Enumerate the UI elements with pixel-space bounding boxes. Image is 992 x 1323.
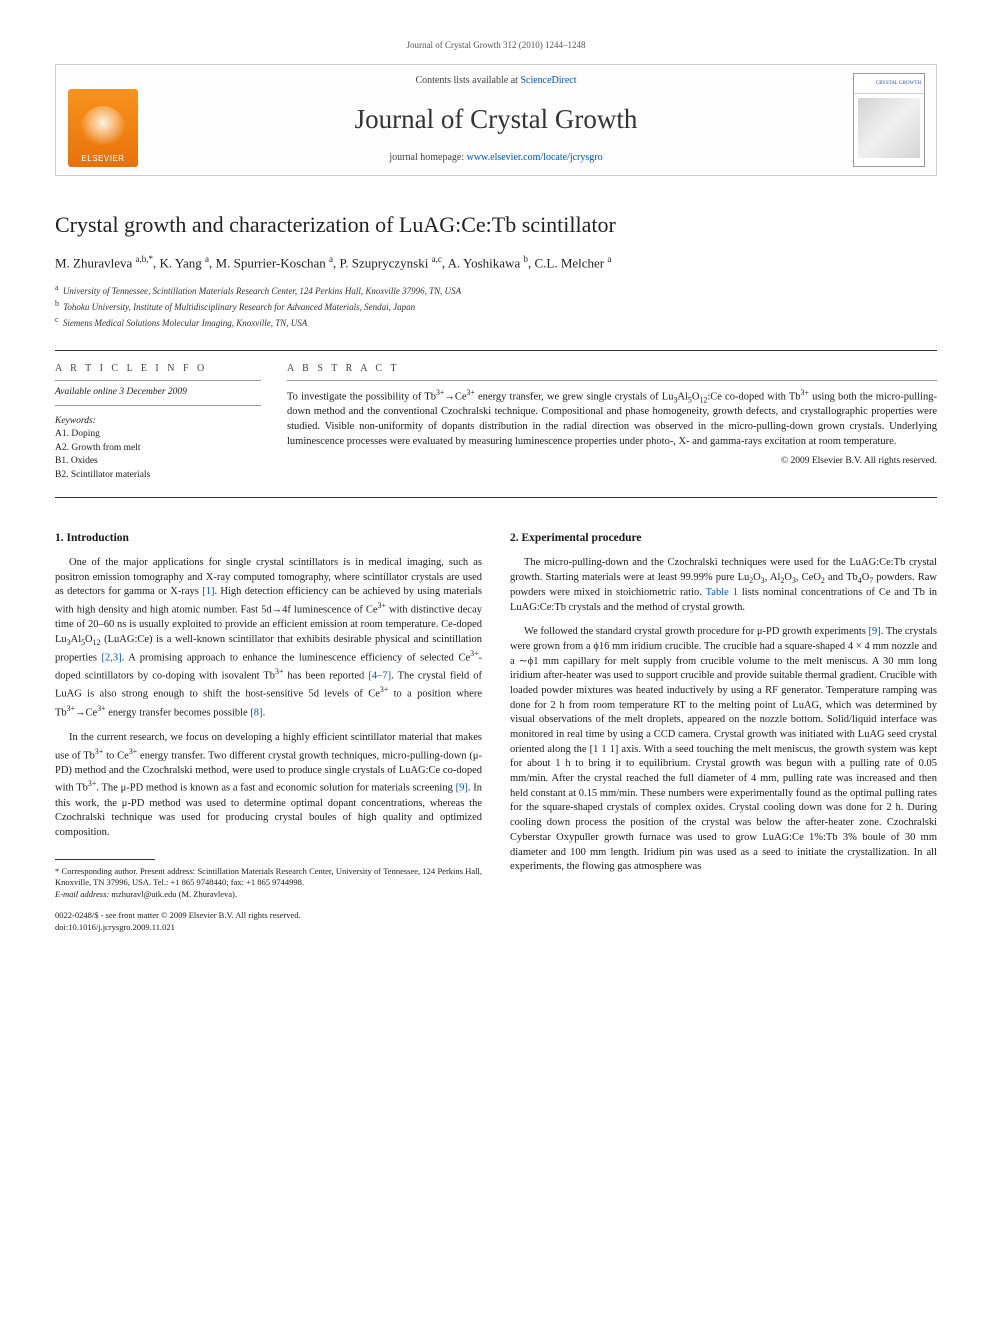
front-matter-line: 0022-0248/$ - see front matter © 2009 El… (55, 910, 482, 921)
homepage-link[interactable]: www.elsevier.com/locate/jcrysgro (467, 152, 603, 163)
contents-line: Contents lists available at ScienceDirec… (150, 75, 842, 86)
exp-para-1: The micro-pulling-down and the Czochrals… (510, 556, 937, 615)
homepage-prefix: journal homepage: (389, 152, 466, 163)
keywords-label: Keywords: (55, 416, 261, 426)
article-title: Crystal growth and characterization of L… (55, 212, 937, 238)
email-footnote: E-mail address: mzhuravl@utk.edu (M. Zhu… (55, 889, 482, 900)
corresponding-author-footnote: * Corresponding author. Present address:… (55, 866, 482, 889)
right-column: 2. Experimental procedure The micro-pull… (510, 530, 937, 933)
doi-block: 0022-0248/$ - see front matter © 2009 El… (55, 910, 482, 933)
body-columns: 1. Introduction One of the major applica… (55, 530, 937, 933)
publisher-logo-box: ELSEVIER (56, 65, 150, 175)
keyword-item: A1. Doping (55, 428, 261, 442)
email-address: mzhuravl@utk.edu (M. Zhuravleva). (111, 889, 237, 899)
email-label: E-mail address: (55, 889, 109, 899)
affiliations: a University of Tennessee, Scintillation… (55, 282, 937, 330)
article-info-col: A R T I C L E I N F O Available online 3… (55, 359, 261, 483)
intro-para-1: One of the major applications for single… (55, 556, 482, 721)
section-2-heading: 2. Experimental procedure (510, 530, 937, 546)
journal-banner: ELSEVIER Contents lists available at Sci… (55, 64, 937, 176)
abstract-heading: A B S T R A C T (287, 359, 937, 381)
article-info-heading: A R T I C L E I N F O (55, 359, 261, 381)
affiliation-b: b Tohoku University, Institute of Multid… (55, 298, 937, 314)
exp-para-2: We followed the standard crystal growth … (510, 625, 937, 875)
cover-title: CRYSTAL GROWTH (876, 81, 921, 86)
keyword-item: A2. Growth from melt (55, 442, 261, 456)
running-header: Journal of Crystal Growth 312 (2010) 124… (55, 40, 937, 50)
intro-para-2: In the current research, we focus on dev… (55, 731, 482, 841)
banner-center: Contents lists available at ScienceDirec… (150, 65, 842, 175)
section-1-heading: 1. Introduction (55, 530, 482, 546)
doi-line: doi:10.1016/j.jcrysgro.2009.11.021 (55, 922, 482, 933)
homepage-line: journal homepage: www.elsevier.com/locat… (150, 152, 842, 163)
abstract-text: To investigate the possibility of Tb3+→C… (287, 387, 937, 450)
footnote-separator (55, 859, 155, 860)
elsevier-logo: ELSEVIER (68, 89, 138, 167)
elsevier-tree-icon (80, 106, 126, 154)
journal-name: Journal of Crystal Growth (150, 104, 842, 135)
meta-abstract-row: A R T I C L E I N F O Available online 3… (55, 350, 937, 498)
available-online: Available online 3 December 2009 (55, 387, 261, 406)
authors-line: M. Zhuravleva a,b,*, K. Yang a, M. Spurr… (55, 254, 937, 271)
journal-cover-box: CRYSTAL GROWTH (842, 65, 936, 175)
affiliation-c: c Siemens Medical Solutions Molecular Im… (55, 314, 937, 330)
contents-prefix: Contents lists available at (415, 75, 520, 86)
cover-image-placeholder (858, 98, 920, 158)
affiliation-a: a University of Tennessee, Scintillation… (55, 282, 937, 298)
left-column: 1. Introduction One of the major applica… (55, 530, 482, 933)
journal-cover: CRYSTAL GROWTH (853, 73, 925, 167)
sciencedirect-link[interactable]: ScienceDirect (520, 75, 576, 86)
keyword-item: B1. Oxides (55, 455, 261, 469)
keyword-item: B2. Scintillator materials (55, 469, 261, 483)
abstract-copyright: © 2009 Elsevier B.V. All rights reserved… (287, 456, 937, 466)
abstract-col: A B S T R A C T To investigate the possi… (287, 359, 937, 483)
keywords-list: A1. Doping A2. Growth from melt B1. Oxid… (55, 428, 261, 483)
publisher-name: ELSEVIER (81, 154, 124, 167)
